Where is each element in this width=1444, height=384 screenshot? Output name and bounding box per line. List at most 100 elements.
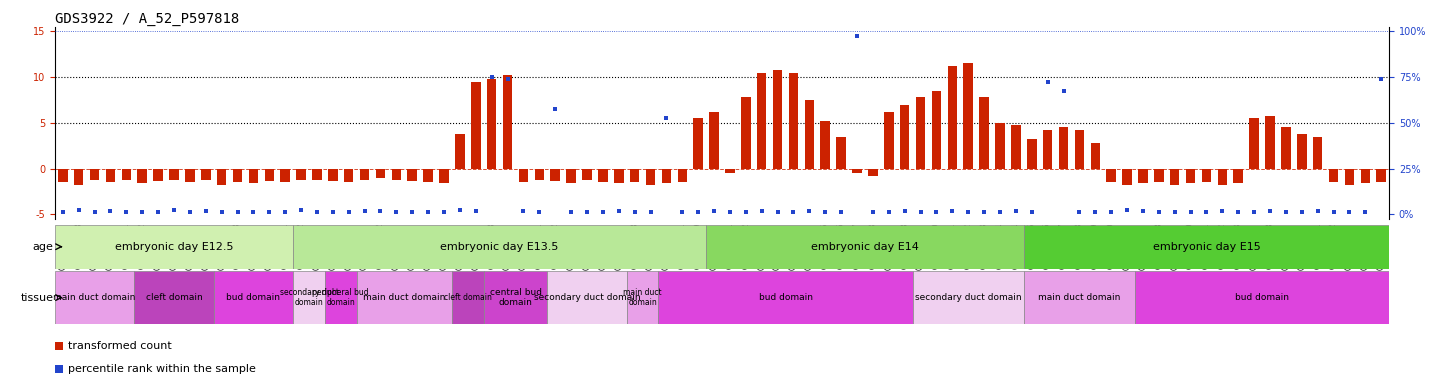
Bar	[773, 70, 783, 169]
Bar	[550, 169, 560, 181]
Bar	[360, 169, 370, 180]
Text: main duct domain: main duct domain	[1038, 293, 1121, 302]
Bar	[1024, 271, 1135, 324]
Bar	[1328, 169, 1339, 182]
Bar	[947, 66, 957, 169]
Bar	[452, 271, 484, 324]
Bar	[293, 225, 706, 269]
Bar	[137, 169, 147, 183]
Bar	[74, 169, 84, 185]
Bar	[55, 271, 134, 324]
Bar	[693, 118, 703, 169]
Text: transformed count: transformed count	[68, 341, 172, 351]
Text: secondary duct domain: secondary duct domain	[534, 293, 640, 302]
Bar	[357, 271, 452, 324]
Text: cleft domain: cleft domain	[146, 293, 202, 302]
Bar	[1138, 169, 1148, 183]
Bar	[820, 121, 830, 169]
Text: central bud
domain: central bud domain	[490, 288, 542, 307]
Bar	[706, 225, 1024, 269]
Bar	[121, 169, 131, 180]
Bar	[757, 73, 767, 169]
Bar	[658, 271, 913, 324]
Text: cleft domain: cleft domain	[443, 293, 492, 302]
Text: secondary duct domain: secondary duct domain	[915, 293, 1021, 302]
Bar	[725, 169, 735, 173]
Text: tissue: tissue	[20, 293, 53, 303]
Bar	[264, 169, 274, 181]
Bar	[1024, 225, 1389, 269]
Bar	[439, 169, 449, 183]
Bar	[248, 169, 258, 183]
Bar	[1313, 137, 1323, 169]
Bar	[630, 169, 640, 182]
Bar	[1249, 118, 1259, 169]
Bar	[741, 97, 751, 169]
Bar	[1170, 169, 1180, 185]
Bar	[1217, 169, 1227, 185]
Text: main duct
domain: main duct domain	[624, 288, 661, 307]
Bar	[1090, 143, 1100, 169]
Bar	[391, 169, 401, 180]
Bar	[1281, 127, 1291, 169]
Bar	[293, 271, 325, 324]
Bar	[169, 169, 179, 180]
Bar	[836, 137, 846, 169]
Bar	[1186, 169, 1196, 183]
Bar	[1135, 271, 1389, 324]
Bar	[677, 169, 687, 182]
Text: GDS3922 / A_52_P597818: GDS3922 / A_52_P597818	[55, 12, 240, 26]
Bar	[582, 169, 592, 180]
Bar	[1297, 134, 1307, 169]
Text: bud domain: bud domain	[1235, 293, 1289, 302]
Bar	[788, 73, 799, 169]
Bar	[915, 97, 926, 169]
Text: embryonic day E14: embryonic day E14	[812, 242, 918, 252]
Bar	[1011, 125, 1021, 169]
Bar	[1043, 130, 1053, 169]
Bar	[484, 271, 547, 324]
Text: bud domain: bud domain	[227, 293, 280, 302]
Bar	[55, 225, 293, 269]
Text: main duct domain: main duct domain	[362, 293, 446, 302]
Bar	[58, 169, 68, 182]
Bar	[598, 169, 608, 182]
Bar	[614, 169, 624, 183]
Bar	[375, 169, 386, 178]
Bar	[1376, 169, 1386, 182]
Bar	[1058, 127, 1069, 169]
Bar	[214, 271, 293, 324]
Bar	[1122, 169, 1132, 185]
Bar	[518, 169, 529, 182]
Text: peripheral bud
domain: peripheral bud domain	[312, 288, 370, 307]
Bar	[134, 271, 214, 324]
Bar	[931, 91, 941, 169]
Bar	[900, 104, 910, 169]
Bar	[503, 75, 513, 169]
Bar	[1265, 116, 1275, 169]
Bar	[995, 123, 1005, 169]
Bar	[1233, 169, 1243, 183]
Bar	[547, 271, 627, 324]
Bar	[312, 169, 322, 180]
Bar	[1201, 169, 1212, 182]
Bar	[325, 271, 357, 324]
Text: embryonic day E12.5: embryonic day E12.5	[114, 242, 234, 252]
Bar	[804, 100, 814, 169]
Bar	[566, 169, 576, 183]
Bar	[852, 169, 862, 173]
Bar	[407, 169, 417, 181]
Bar	[627, 271, 658, 324]
Bar	[979, 97, 989, 169]
Text: age: age	[32, 242, 53, 252]
Bar	[153, 169, 163, 181]
Bar	[201, 169, 211, 180]
Bar	[1360, 169, 1370, 183]
Bar	[1027, 139, 1037, 169]
Bar	[328, 169, 338, 181]
Text: bud domain: bud domain	[758, 293, 813, 302]
Bar	[344, 169, 354, 182]
Bar	[217, 169, 227, 185]
Bar	[296, 169, 306, 180]
Bar	[1154, 169, 1164, 182]
